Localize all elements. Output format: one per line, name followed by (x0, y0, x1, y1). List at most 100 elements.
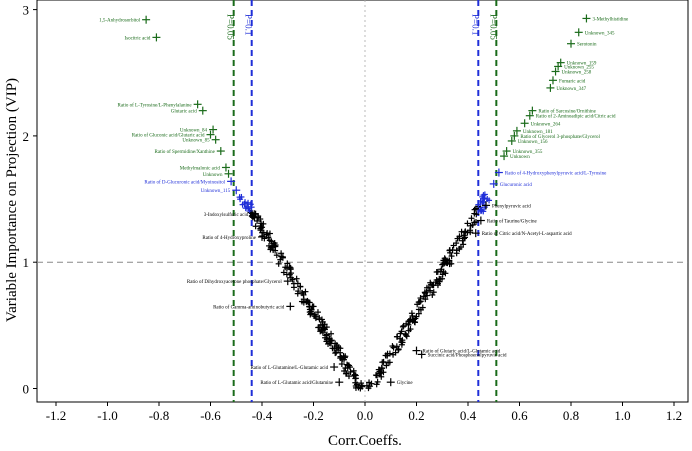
data-point (373, 381, 380, 388)
labeled-data-point (335, 378, 344, 387)
data-point (422, 296, 429, 303)
labeled-data-point (546, 83, 555, 92)
labeled-data-point (224, 169, 233, 178)
data-point (268, 238, 275, 245)
data-point (307, 310, 314, 317)
data-label: Ratio of Citric acid/N-Acetyl-L-aspartic… (482, 232, 572, 237)
x-tick-label: 0.4 (460, 408, 477, 423)
y-tick-label: 3 (23, 3, 30, 18)
data-point (450, 242, 457, 249)
labeled-data-point (258, 232, 266, 241)
data-label: Ratio of L-Glutamine/L-Glutamic acid (250, 366, 328, 371)
data-label: Glycine (397, 381, 414, 386)
labeled-data-point (476, 216, 485, 225)
labeled-data-point (227, 177, 236, 186)
data-point (395, 346, 402, 353)
data-label: Ratio of 4-Hydroxyproline (202, 236, 256, 241)
data-point (345, 373, 352, 380)
data-label: Ratio of L-Tyrosine/L-Phenylalanine (118, 103, 193, 108)
data-point (299, 289, 306, 296)
background-points (236, 191, 493, 392)
data-point (322, 334, 329, 341)
labeled-data-point (206, 130, 215, 139)
data-point (386, 359, 393, 366)
data-point (328, 337, 335, 344)
data-label: Fumaric acid (559, 79, 586, 84)
data-point (464, 220, 471, 227)
data-point (350, 367, 357, 374)
data-label: Ratio of Taurine/Glycine (487, 220, 538, 225)
data-label: Ratio of L-Glutamic acid/Glutamine (260, 381, 334, 386)
data-point (432, 279, 439, 286)
data-point (242, 205, 249, 212)
labeled-data-point (482, 201, 491, 210)
data-label: Methylmalonic acid (180, 166, 221, 171)
data-point (456, 233, 463, 240)
labeled-data-point (286, 302, 295, 311)
data-point (351, 371, 358, 378)
data-label: Ratio of Sarcosine/Ornithine (538, 110, 596, 115)
labeled-data-point (198, 106, 207, 115)
labeled-points: 1,5-Anhydrosorbitol Isocitric acid Ratio o… (99, 14, 629, 387)
data-label: Unknown_159 (567, 62, 597, 67)
data-point (300, 296, 307, 303)
labeled-data-point (216, 147, 225, 156)
labeled-data-point (211, 135, 220, 144)
reference-lines: P=0.05 P=0.1 P=0.1 P=0.05 (37, 0, 688, 402)
data-point (472, 205, 479, 212)
data-point (337, 345, 344, 352)
plot-area (36, 0, 689, 403)
data-label: Unknown_345 (585, 31, 615, 36)
labeled-data-point (209, 125, 218, 134)
data-point (267, 244, 274, 251)
data-point (472, 219, 479, 226)
data-point (409, 312, 416, 319)
data-label: Isocitric acid (124, 36, 150, 41)
data-point (333, 342, 340, 349)
data-point (287, 266, 294, 273)
data-point (398, 341, 405, 348)
data-point (424, 292, 431, 299)
data-point (441, 255, 448, 262)
data-point (329, 345, 336, 352)
labeled-data-point (250, 210, 259, 219)
data-point (379, 359, 386, 366)
data-point (315, 324, 322, 331)
data-label: Unknown_84 (180, 129, 208, 134)
x-tick-label: 0.0 (357, 408, 373, 423)
data-point (430, 289, 437, 296)
data-point (306, 303, 313, 310)
p-threshold-label: P=0.05 (488, 14, 498, 40)
data-point (317, 328, 324, 335)
data-point (257, 222, 264, 229)
x-tick-label: -0.8 (149, 408, 170, 423)
data-point (244, 203, 251, 210)
labeled-data-point (489, 179, 498, 188)
data-point (238, 193, 245, 200)
labeled-data-point (232, 186, 241, 195)
x-tick-label: -1.2 (46, 408, 67, 423)
data-point (380, 369, 387, 376)
data-point (410, 316, 417, 323)
data-point (400, 322, 407, 329)
data-label: Ratio of Glycerol 3-phosphate/Glycerol (520, 135, 600, 140)
data-point (478, 207, 485, 214)
data-label: Unknown_255 (564, 65, 594, 70)
plot-border (36, 0, 689, 403)
data-point (284, 260, 291, 267)
data-point (448, 253, 455, 260)
data-label: Unknown_258 (562, 70, 592, 75)
labeled-data-point (512, 126, 521, 135)
data-label: Ratio of Glutaric acid/L-Glutamic acid (423, 350, 501, 355)
y-axis: 0 1 2 3 (23, 3, 37, 397)
data-point (283, 271, 290, 278)
x-tick-label: 1.0 (614, 408, 630, 423)
data-point (280, 269, 287, 276)
x-tick-label: 0.8 (563, 408, 579, 423)
labeled-data-point (510, 131, 519, 140)
x-tick-label: -1.0 (97, 408, 118, 423)
labeled-data-point (574, 28, 583, 37)
data-point (378, 373, 385, 380)
data-label: Ratio of D-Glucuronic acid/Myoinositol (144, 180, 225, 185)
data-point (372, 372, 379, 379)
